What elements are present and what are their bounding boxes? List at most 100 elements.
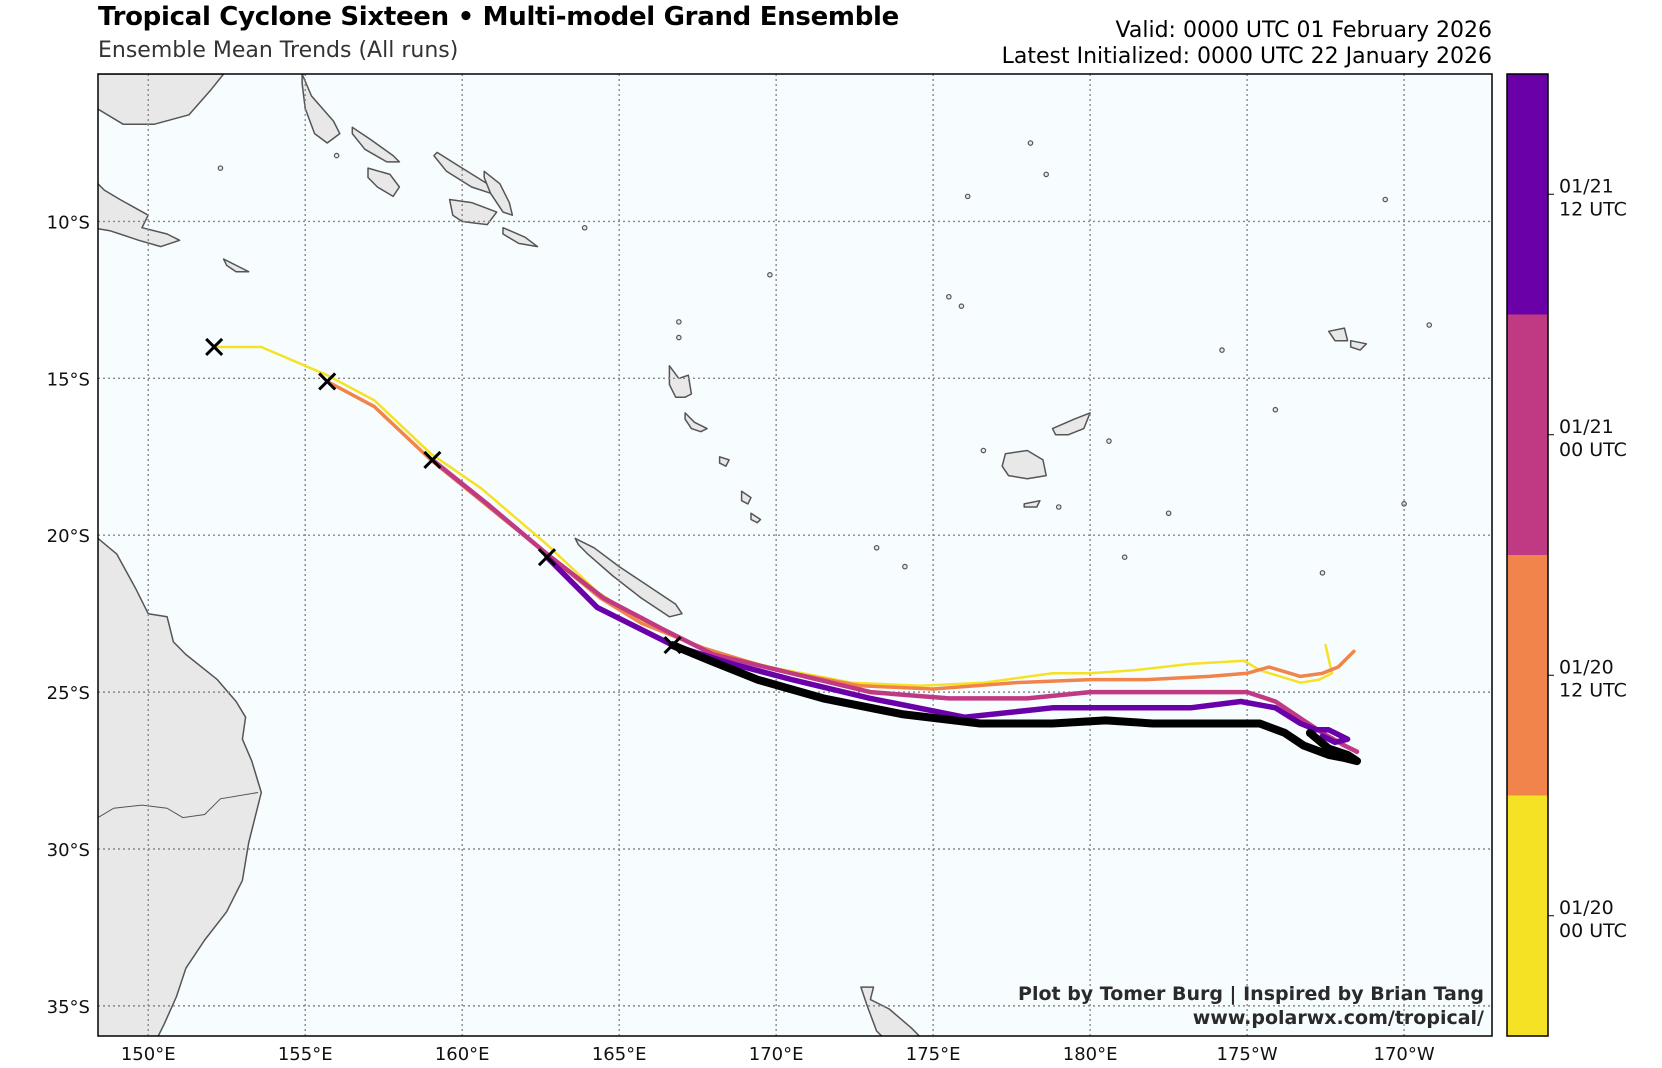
island-espiritu-santo bbox=[668, 365, 693, 398]
small-island bbox=[217, 165, 224, 171]
small-island bbox=[767, 272, 773, 278]
x-marker-stroke bbox=[537, 548, 557, 567]
island-upolu bbox=[1349, 339, 1368, 351]
island-malekula bbox=[684, 412, 708, 433]
small-island bbox=[1401, 501, 1407, 507]
plot-frame bbox=[97, 73, 1493, 1037]
ocean-background bbox=[98, 74, 1492, 1036]
island-efate bbox=[718, 456, 730, 467]
track-line-5 bbox=[668, 641, 1361, 766]
small-island bbox=[1165, 510, 1172, 517]
y-tick-label: 30°S bbox=[47, 840, 90, 861]
island-choiseul bbox=[351, 126, 401, 163]
y-tick-label: 15°S bbox=[47, 369, 90, 390]
x-marker-stroke bbox=[205, 337, 224, 357]
ensemble-tracks bbox=[212, 345, 1361, 766]
island-kadavu bbox=[1023, 499, 1041, 508]
small-island bbox=[1319, 570, 1326, 576]
colorbar-segment bbox=[1507, 314, 1548, 555]
track-line-3 bbox=[430, 457, 1360, 754]
island-makira bbox=[502, 226, 539, 248]
island-bougainville bbox=[301, 74, 341, 144]
colorbar-label-time: 12 UTC bbox=[1559, 198, 1627, 220]
small-island bbox=[964, 193, 971, 200]
island-guadalcanal bbox=[448, 198, 498, 226]
island-malaita bbox=[483, 170, 514, 216]
small-island bbox=[1106, 438, 1112, 444]
new-guinea-landmass bbox=[98, 74, 225, 125]
colorbar-label-date: 01/21 bbox=[1559, 175, 1614, 197]
small-island bbox=[1121, 554, 1128, 560]
chart-subtitle: Ensemble Mean Trends (All runs) bbox=[98, 38, 459, 63]
x-marker-stroke bbox=[663, 635, 682, 655]
credits: Plot by Tomer Burg | Inspired by Brian T… bbox=[1018, 982, 1484, 1030]
x-tick-label: 170°E bbox=[749, 1044, 804, 1065]
small-island bbox=[581, 224, 588, 231]
small-island bbox=[676, 319, 682, 325]
island-new-georgia bbox=[367, 167, 401, 198]
x-tick-label: 165°E bbox=[592, 1044, 647, 1065]
colorbar-label-time: 00 UTC bbox=[1559, 439, 1627, 461]
colorbar-label-time: 12 UTC bbox=[1559, 679, 1627, 701]
small-island bbox=[1219, 347, 1225, 353]
track-line-1 bbox=[212, 345, 1334, 688]
island-erromango bbox=[740, 490, 752, 505]
colorbar-label-time: 00 UTC bbox=[1559, 920, 1627, 942]
x-tick-label: 170°W bbox=[1374, 1044, 1435, 1065]
island-louisiade bbox=[222, 258, 250, 273]
initialized-time: Latest Initialized: 0000 UTC 22 January … bbox=[1001, 44, 1492, 69]
x-marker-stroke bbox=[318, 372, 337, 391]
island-vanua-levu bbox=[1051, 412, 1091, 436]
track-line-4 bbox=[544, 554, 1351, 746]
x-marker-icon bbox=[423, 450, 442, 469]
island-new-caledonia bbox=[574, 537, 683, 618]
y-axis-ticks: 10°S 15°S 20°S 25°S 30°S 35°S bbox=[47, 212, 90, 1017]
colorbar-segment bbox=[1507, 795, 1548, 1036]
new-zealand-north-tip bbox=[860, 986, 921, 1036]
chart-title: Tropical Cyclone Sixteen • Multi-model G… bbox=[98, 2, 899, 32]
australia-landmass bbox=[98, 537, 263, 1036]
island-santa-isabel bbox=[433, 151, 492, 194]
colorbar-frame bbox=[1506, 73, 1549, 1037]
x-marker-icon bbox=[318, 372, 337, 391]
y-tick-label: 10°S bbox=[47, 212, 90, 233]
x-tick-label: 180°E bbox=[1063, 1044, 1118, 1065]
credits-url[interactable]: www.polarwx.com/tropical/ bbox=[1192, 1007, 1484, 1029]
y-tick-label: 25°S bbox=[47, 683, 90, 704]
small-island bbox=[980, 447, 987, 454]
small-island bbox=[902, 563, 908, 570]
small-island bbox=[676, 334, 682, 341]
colorbar-label-date: 01/20 bbox=[1559, 897, 1614, 919]
x-marker-icon bbox=[205, 337, 224, 357]
x-axis-ticks: 150°E 155°E 160°E 165°E 170°E 175°E 180°E 175°W… bbox=[121, 1044, 1435, 1065]
small-island bbox=[873, 544, 880, 551]
island-savaii bbox=[1327, 327, 1349, 342]
y-tick-label: 35°S bbox=[47, 997, 90, 1018]
island-new-britain bbox=[98, 182, 181, 248]
x-tick-label: 175°E bbox=[906, 1044, 961, 1065]
island-tanna bbox=[750, 512, 762, 524]
valid-time: Valid: 0000 UTC 01 February 2026 bbox=[1115, 18, 1492, 43]
x-tick-label: 160°E bbox=[435, 1044, 490, 1065]
small-island bbox=[1382, 196, 1389, 203]
y-tick-label: 20°S bbox=[47, 526, 90, 547]
x-marker-stroke bbox=[423, 450, 442, 469]
state-border bbox=[98, 792, 259, 819]
small-island bbox=[1055, 504, 1062, 510]
x-marker-icon bbox=[537, 548, 557, 567]
x-marker-icon bbox=[663, 635, 682, 655]
small-island bbox=[958, 303, 965, 309]
x-tick-label: 155°E bbox=[278, 1044, 333, 1065]
valid-time-block: Valid: 0000 UTC 01 February 2026 Latest … bbox=[1002, 18, 1492, 70]
small-island bbox=[1272, 406, 1279, 413]
small-island bbox=[1426, 322, 1433, 328]
land-layer bbox=[98, 74, 1433, 1036]
island-viti-levu bbox=[1001, 449, 1047, 480]
small-island bbox=[333, 152, 340, 159]
small-island bbox=[1043, 171, 1049, 178]
small-island bbox=[1027, 140, 1034, 146]
colorbar-segment bbox=[1507, 555, 1548, 796]
small-island bbox=[946, 293, 952, 300]
